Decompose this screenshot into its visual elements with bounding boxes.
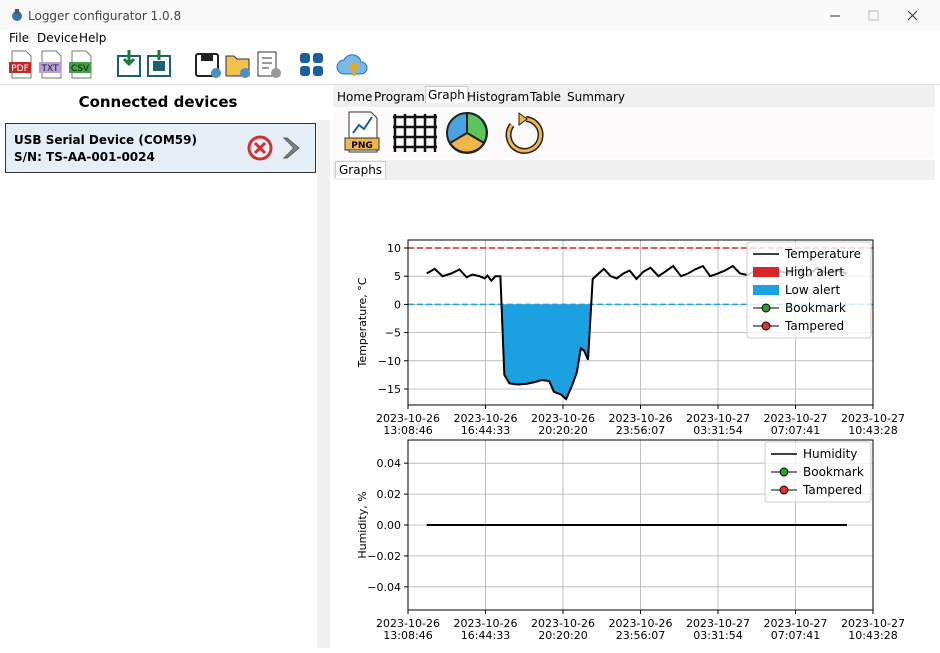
upload-button[interactable]: [336, 54, 368, 76]
y-axis-label: Temperature, °C: [356, 277, 369, 368]
csv-button[interactable]: CSV: [69, 50, 92, 79]
tab[interactable]: Home: [337, 90, 373, 104]
y-axis-label: Humidity, %: [356, 491, 369, 558]
y-tick-label: 0.00: [377, 519, 402, 532]
charts-area: −15 −10 −5 0 5 10 Temperature, °C Temperature Hi…: [333, 180, 935, 650]
csv-label: CSV: [71, 64, 90, 74]
txt-button[interactable]: TXT: [39, 50, 62, 79]
legend-marker: [779, 485, 789, 495]
panel-title: Connected devices: [78, 93, 238, 111]
window-title: Logger configurator 1.0.8: [28, 9, 182, 23]
legend-swatch: [753, 285, 779, 295]
tab[interactable]: Histogram: [467, 90, 530, 104]
device-button[interactable]: [147, 50, 171, 77]
legend-box: [764, 441, 872, 503]
tab[interactable]: Table: [530, 90, 562, 104]
device-name: USB Serial Device (COM59): [14, 133, 197, 147]
low-alert-area: [501, 304, 592, 400]
legend-label: Tampered: [784, 319, 844, 333]
tab-bar: [333, 85, 935, 107]
pdf-button[interactable]: PDF: [9, 50, 32, 79]
legend-marker: [779, 467, 789, 477]
toolbar: PDF TXT CSV: [9, 50, 368, 79]
legend-label: Low alert: [785, 283, 840, 297]
x-tick-label: 2023-10-26 20:20:20: [531, 412, 595, 437]
app-icon: [12, 9, 22, 21]
y-tick-label: −0.02: [367, 550, 401, 563]
tab[interactable]: Program: [374, 90, 425, 104]
device-card[interactable]: USB Serial Device (COM59) S/N: TS-AA-001…: [5, 123, 316, 173]
scrollbar[interactable]: [317, 120, 330, 648]
y-tick-label: 10: [387, 242, 401, 255]
title-bar: Logger configurator 1.0.8: [0, 0, 940, 30]
png-label: PNG: [351, 141, 373, 151]
x-tick-label: 2023-10-27 10:43:28: [841, 617, 905, 642]
menu-item[interactable]: Help: [79, 31, 107, 45]
y-tick-label: 0: [394, 298, 401, 311]
grid-toggle[interactable]: [393, 114, 437, 152]
graph-icons: PNG: [344, 111, 544, 154]
legend-marker: [761, 303, 771, 313]
y-tick-label: 0.02: [377, 488, 402, 501]
txt-label: TXT: [40, 64, 59, 74]
tab-active[interactable]: Graph: [425, 86, 468, 103]
axes-frame: [407, 439, 874, 611]
x-tick-label: 2023-10-27 07:07:41: [763, 412, 828, 437]
tab[interactable]: Summary: [567, 90, 625, 104]
report-button[interactable]: [257, 51, 281, 78]
refresh-button[interactable]: [505, 112, 544, 154]
chart-type-button[interactable]: [446, 111, 488, 154]
x-tick-label: 2023-10-26 23:56:07: [608, 617, 673, 642]
y-tick-label: 5: [394, 270, 401, 283]
y-tick-label: −15: [378, 383, 401, 396]
legend-label: Temperature: [784, 247, 861, 261]
legend-swatch: [753, 267, 779, 277]
x-tick-label: 2023-10-26 16:44:33: [453, 412, 518, 437]
x-tick-label: 2023-10-26 23:56:07: [608, 412, 673, 437]
download-button[interactable]: [117, 50, 141, 77]
pdf-label: PDF: [11, 64, 29, 74]
subtab-bar: Graphs: [333, 160, 935, 180]
y-tick-label: −0.04: [367, 581, 401, 594]
graph-toolbar: PNG: [333, 107, 935, 159]
legend-label: Tampered: [802, 483, 862, 497]
y-tick-label: −5: [385, 327, 401, 340]
axes-frame: [407, 239, 874, 406]
charts: −15 −10 −5 0 5 10 Temperature, °C Temperature Hi…: [356, 239, 874, 614]
x-tick-label: 2023-10-27 07:07:41: [763, 617, 828, 642]
x-tick-label: 2023-10-27 03:31:54: [686, 617, 750, 642]
x-tick-label: 2023-10-26 16:44:33: [453, 617, 518, 642]
left-panel: Connected devices USB Serial Device (COM…: [0, 85, 316, 653]
device-serial: S/N: TS-AA-001-0024: [14, 150, 155, 164]
x-tick-label: 2023-10-27 03:31:54: [686, 412, 750, 437]
menu-item[interactable]: Device: [37, 31, 79, 45]
save-button[interactable]: [195, 53, 221, 78]
legend-marker: [761, 321, 771, 331]
x-tick-label: 2023-10-26 20:20:20: [531, 617, 595, 642]
window-controls[interactable]: [820, 6, 930, 26]
menu-item[interactable]: File: [9, 31, 30, 45]
y-tick-label: 0.04: [377, 457, 402, 470]
menu-bar: File Device Help: [0, 30, 940, 46]
separator: [0, 84, 940, 85]
legend-box: [746, 241, 872, 339]
x-tick-label: 2023-10-26 13:08:46: [376, 617, 440, 642]
folder-button[interactable]: [225, 55, 250, 78]
legend-label: Bookmark: [785, 301, 846, 315]
legend-label: Humidity: [803, 447, 857, 461]
x-tick-label: 2023-10-27 10:43:28: [841, 412, 905, 437]
y-tick-label: −10: [378, 355, 401, 368]
x-tick-label: 2023-10-26 13:08:46: [376, 412, 440, 437]
grid-button[interactable]: [300, 53, 323, 76]
device-actions[interactable]: [246, 134, 312, 162]
png-button[interactable]: PNG: [344, 111, 380, 153]
legend-label: Bookmark: [803, 465, 864, 479]
legend-label: High alert: [785, 265, 844, 279]
subtab[interactable]: Graphs: [335, 161, 387, 178]
